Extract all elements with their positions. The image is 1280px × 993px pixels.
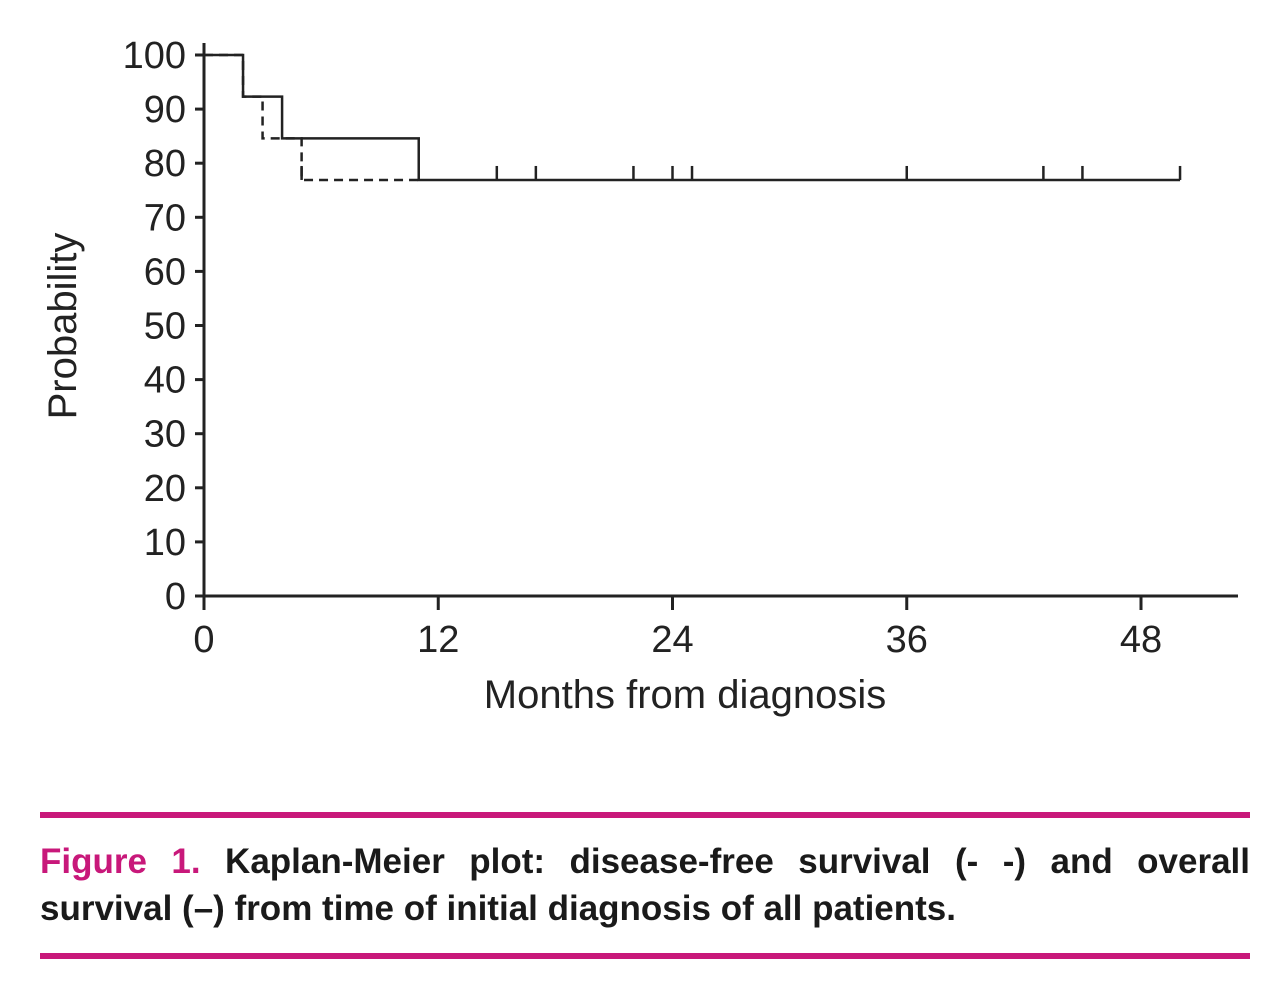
- y-tick-label: 60: [144, 251, 186, 293]
- y-tick-label: 10: [144, 522, 186, 564]
- y-tick-label: 70: [144, 197, 186, 239]
- y-axis-title: Probability: [41, 233, 85, 420]
- x-tick-label: 24: [651, 619, 693, 661]
- x-tick-label: 12: [417, 619, 459, 661]
- caption-bottom-rule: [40, 953, 1250, 959]
- y-axis-ticks: 0 10 20 30 40 50 60 70 80 90 100: [123, 35, 204, 618]
- x-axis-title: Months from diagnosis: [484, 673, 886, 717]
- x-tick-label: 36: [886, 619, 928, 661]
- y-tick-label: 0: [165, 576, 186, 618]
- caption-text: Kaplan-Meier plot: disease-free survival…: [40, 842, 1250, 928]
- y-tick-label: 20: [144, 468, 186, 510]
- y-tick-label: 100: [123, 35, 186, 77]
- survival-curves: [204, 53, 1182, 182]
- y-tick-label: 80: [144, 143, 186, 185]
- caption-top-rule: [40, 812, 1250, 818]
- figure-label: Figure 1.: [40, 842, 201, 881]
- survival-curve-dashed: [204, 53, 419, 182]
- figure-caption: Figure 1. Kaplan-Meier plot: disease-fre…: [40, 838, 1250, 932]
- y-tick-label: 40: [144, 360, 186, 402]
- y-tick-label: 90: [144, 89, 186, 131]
- x-tick-label: 0: [193, 619, 214, 661]
- survival-curve-solid: [204, 53, 1181, 182]
- x-axis-ticks: 0 12 24 36 48: [193, 596, 1162, 661]
- kaplan-meier-chart: 0 10 20 30 40 50 60 70 80 90 100 0 12 24 36 48 Probabi…: [41, 35, 1238, 717]
- y-tick-label: 30: [144, 414, 186, 456]
- x-tick-label: 48: [1120, 619, 1162, 661]
- y-tick-label: 50: [144, 306, 186, 348]
